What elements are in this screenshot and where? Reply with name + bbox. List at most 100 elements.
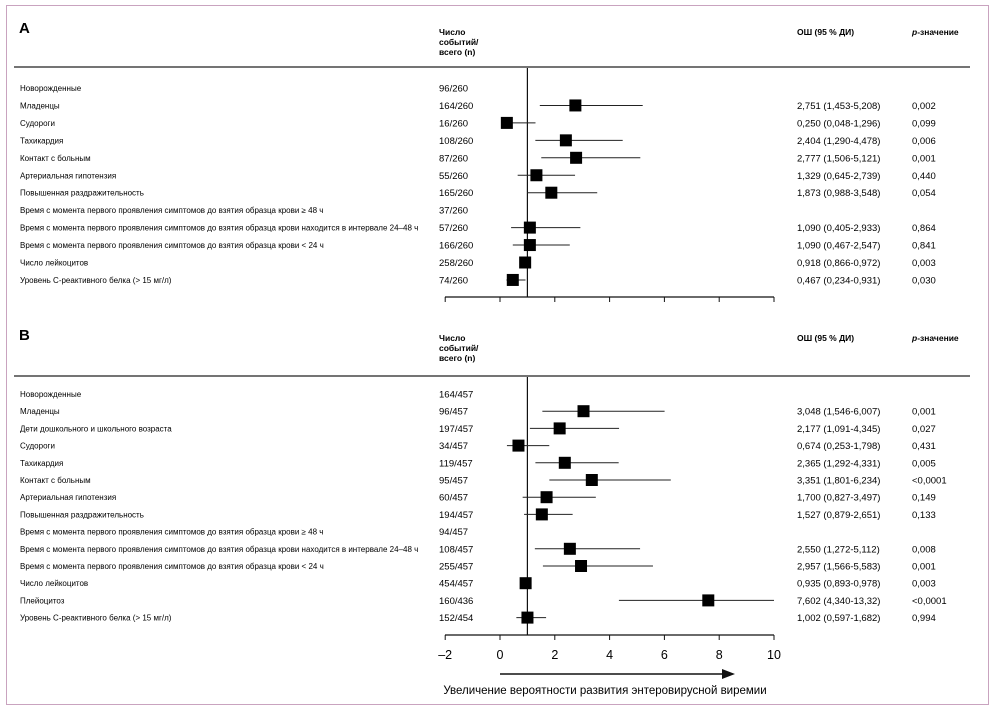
panel-b-x-tick-label: 0	[497, 648, 504, 662]
panel-a-row-label: Тахикардия	[20, 136, 63, 145]
panel-b-row-count: 96/457	[439, 407, 468, 418]
panel-b-row-p: 0,003	[912, 579, 936, 590]
panel-a-row-label: Судороги	[20, 119, 55, 128]
panel-b-x-tick-label: 4	[606, 648, 613, 662]
panel-a-row-p: 0,002	[912, 101, 936, 112]
panel-b-or-marker	[558, 456, 571, 469]
panel-b-row-p: 0,133	[912, 510, 936, 521]
panel-a-row-label: Уровень С-реактивного белка (> 15 мг/л)	[20, 276, 172, 285]
panel-a-row-count: 57/260	[439, 223, 468, 234]
panel-b-row-label: Контакт с больным	[20, 476, 91, 485]
panel-a-count-header: Число	[439, 27, 465, 37]
panel-b-row-or: 0,935 (0,893-0,978)	[797, 579, 880, 590]
panel-b-or-marker	[575, 560, 588, 572]
panel-b-x-axis-label: Увеличение вероятности развития энтерови…	[443, 685, 766, 697]
panel-b-row-count: 108/457	[439, 544, 473, 555]
panel-a-row-count: 37/260	[439, 206, 468, 217]
panel-b-row-count: 60/457	[439, 493, 468, 504]
panel-a-label: A	[19, 20, 30, 37]
panel-b-row-or: 3,351 (1,801-6,234)	[797, 476, 880, 487]
panel-b-label: B	[19, 327, 30, 344]
panel-b-direction-arrow-head	[722, 669, 735, 679]
panel-a-row-p: 0,006	[912, 136, 936, 147]
panel-a-row-p: 0,099	[912, 118, 936, 129]
panel-a-or-marker	[569, 99, 582, 112]
panel-b-row-label: Число лейкоцитов	[20, 579, 88, 588]
panel-b-count-header: всего (n)	[439, 353, 475, 363]
panel-a-row-label: Новорожденные	[20, 84, 82, 93]
panel-a-row-label: Повышенная раздражительность	[20, 189, 144, 198]
panel-b-row-count: 255/457	[439, 562, 473, 573]
figure-frame	[6, 5, 989, 705]
panel-a-or-marker	[523, 221, 536, 234]
panel-b-row-count: 160/436	[439, 596, 473, 607]
panel-b-or-marker	[585, 474, 598, 486]
panel-b-row-or: 2,957 (1,566-5,583)	[797, 562, 880, 573]
panel-a-row-or: 2,777 (1,506-5,121)	[797, 153, 880, 164]
panel-a-row-or: 1,090 (0,467-2,547)	[797, 241, 880, 252]
panel-b-row-count: 95/457	[439, 476, 468, 487]
panel-a-row-or: 1,090 (0,405-2,933)	[797, 223, 880, 234]
panel-b-row-or: 0,674 (0,253-1,798)	[797, 441, 880, 452]
panel-b-row-label: Дети дошкольного и школьного возраста	[20, 424, 172, 433]
panel-b-row-or: 1,527 (0,879-2,651)	[797, 510, 880, 521]
panel-b-or-marker	[519, 577, 532, 590]
panel-b-or-marker	[563, 542, 576, 555]
panel-a-row-count: 258/260	[439, 258, 473, 269]
panel-b-row-label: Артериальная гипотензия	[20, 493, 116, 502]
panel-a-or-marker	[530, 169, 543, 182]
panel-a-row-label: Артериальная гипотензия	[20, 171, 116, 180]
panel-a-row-or: 0,918 (0,866-0,972)	[797, 258, 880, 269]
panel-b-row-count: 454/457	[439, 579, 473, 590]
panel-a-row-count: 108/260	[439, 136, 473, 147]
panel-b-row-label: Уровень С-реактивного белка (> 15 мг/л)	[20, 614, 172, 623]
panel-a-row-count: 96/260	[439, 84, 468, 95]
panel-b-row-or: 1,002 (0,597-1,682)	[797, 613, 880, 624]
panel-a-row-or: 2,751 (1,453-5,208)	[797, 101, 880, 112]
panel-a-row-label: Время с момента первого проявления симпт…	[20, 224, 418, 233]
panel-a-row-p: 0,864	[912, 223, 936, 234]
panel-b-x-tick-label: 2	[551, 648, 558, 662]
panel-a-or-marker	[500, 116, 513, 129]
panel-a-row-count: 87/260	[439, 153, 468, 164]
panel-a-or-header: ОШ (95 % ДИ)	[797, 27, 854, 37]
panel-a-row-label: Контакт с больным	[20, 154, 91, 163]
panel-a-row-p: 0,054	[912, 188, 936, 199]
panel-b-row-count: 94/457	[439, 527, 468, 538]
panel-a-row-count: 166/260	[439, 241, 473, 252]
panel-a-row-p: 0,003	[912, 258, 936, 269]
panel-a-count-header: событий/	[439, 37, 479, 47]
panel-b-row-count: 119/457	[439, 458, 473, 469]
panel-a-row-count: 164/260	[439, 101, 473, 112]
panel-b-x-tick-label: 6	[661, 648, 668, 662]
panel-b-row-count: 152/454	[439, 613, 473, 624]
panel-a-row-count: 165/260	[439, 188, 473, 199]
panel-b-row-or: 3,048 (1,546-6,007)	[797, 407, 880, 418]
panel-b-or-marker	[535, 508, 548, 521]
panel-b-or-marker	[540, 491, 553, 504]
panel-b-row-label: Повышенная раздражительность	[20, 510, 144, 519]
panel-b-row-count: 164/457	[439, 390, 473, 401]
panel-b-row-label: Время с момента первого проявления симпт…	[20, 562, 324, 571]
panel-a-row-or: 1,329 (0,645-2,739)	[797, 171, 880, 182]
panel-a-row-p: 0,440	[912, 171, 936, 182]
panel-a-row-count: 16/260	[439, 118, 468, 129]
panel-a-row-label: Время с момента первого проявления симпт…	[20, 241, 324, 250]
panel-b-row-or: 1,700 (0,827-3,497)	[797, 493, 880, 504]
panel-b-or-marker	[702, 594, 715, 607]
panel-a-or-marker	[545, 186, 558, 199]
panel-b-row-label: Тахикардия	[20, 459, 63, 468]
panel-a-row-p: 0,001	[912, 153, 936, 164]
panel-a-row-count: 55/260	[439, 171, 468, 182]
panel-a-row-p: 0,030	[912, 275, 936, 286]
panel-b-or-marker	[553, 422, 566, 435]
panel-b-count-header: событий/	[439, 343, 479, 353]
panel-a-row-or: 0,467 (0,234-0,931)	[797, 275, 880, 286]
panel-b-x-tick-label: 8	[716, 648, 723, 662]
panel-b-or-marker	[521, 611, 534, 624]
panel-a-count-header: всего (n)	[439, 47, 475, 57]
panel-a-row-label: Число лейкоцитов	[20, 259, 88, 268]
panel-a-p-header: p-значение	[911, 27, 959, 37]
panel-b-or-marker	[577, 405, 590, 418]
